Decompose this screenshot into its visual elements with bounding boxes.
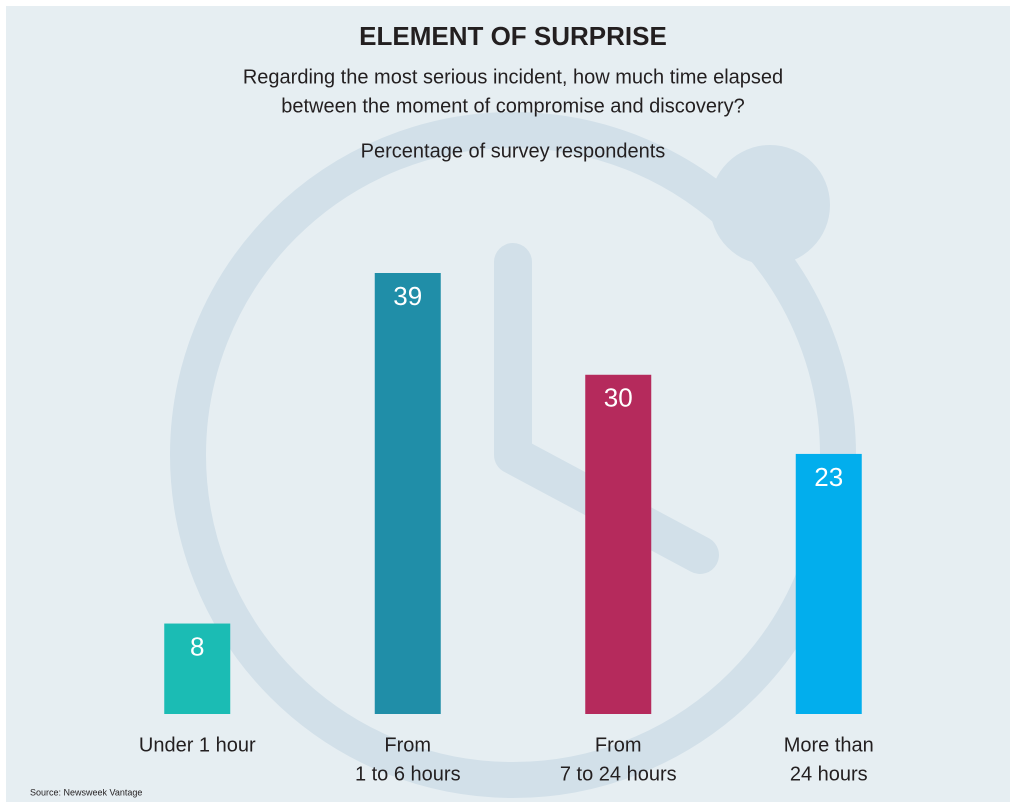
value-label: 30 [604, 383, 633, 413]
chart-title: ELEMENT OF SURPRISE [359, 21, 667, 51]
value-label: 23 [814, 462, 843, 492]
x-tick-label: 24 hours [790, 763, 868, 785]
bar [164, 623, 231, 714]
bar [585, 374, 652, 714]
x-tick-label: 1 to 6 hours [355, 763, 461, 785]
x-tick-label: More than [784, 734, 874, 756]
x-tick-label: 7 to 24 hours [560, 763, 677, 785]
x-tick-label: From [595, 734, 642, 756]
subtitle: Regarding the most serious incident, how… [243, 66, 783, 88]
value-label: 39 [393, 281, 422, 311]
subtitle: between the moment of compromise and dis… [281, 95, 745, 117]
bar [374, 273, 441, 714]
source: Source: Newsweek Vantage [30, 787, 142, 797]
value-label: 8 [190, 631, 204, 661]
x-tick-label: From [384, 734, 431, 756]
x-tick-label: Under 1 hour [139, 734, 256, 756]
axis-label: Percentage of survey respondents [361, 140, 666, 162]
bar [795, 453, 862, 714]
